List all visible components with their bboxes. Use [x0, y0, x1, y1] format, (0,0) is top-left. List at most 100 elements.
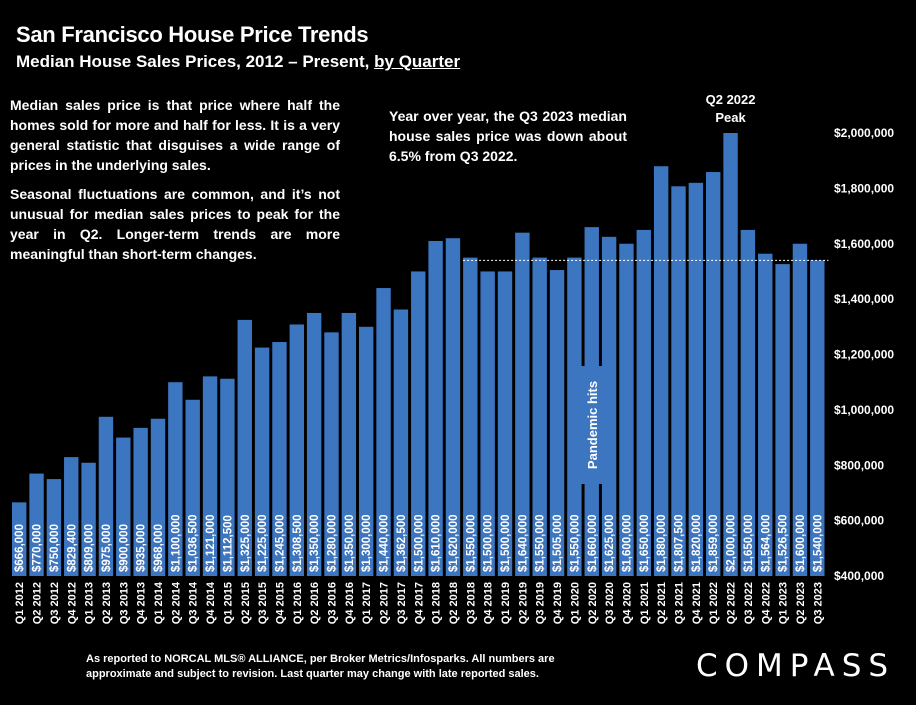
bar-data-label: $1,350,000	[344, 514, 356, 572]
bar-data-label: $829,400	[66, 524, 78, 572]
x-tick-label: Q1 2019	[500, 582, 512, 624]
bar	[324, 332, 339, 576]
bar	[150, 418, 166, 576]
bar-data-label: $900,000	[118, 524, 130, 572]
x-tick-label: Q1 2014	[153, 581, 165, 624]
bar	[254, 347, 270, 576]
bar-data-label: $1,440,000	[379, 514, 391, 572]
bar	[376, 288, 391, 576]
bar	[549, 270, 565, 576]
subtitle-link[interactable]: by Quarter	[374, 52, 461, 71]
bar	[532, 257, 547, 576]
y-tick-label: $1,400,000	[834, 292, 894, 306]
bar-data-label: $1,650,000	[743, 514, 755, 572]
subtitle-text: Median House Sales Prices, 2012 – Presen…	[16, 52, 375, 71]
bar-data-label: $2,000,000	[726, 514, 738, 572]
y-tick-label: $1,000,000	[834, 403, 894, 417]
x-tick-label: Q3 2014	[188, 581, 200, 624]
bar-data-label: $1,500,000	[413, 514, 425, 572]
bar-data-label: $1,620,000	[448, 514, 460, 572]
bar	[237, 319, 252, 576]
y-tick-label: $400,000	[834, 569, 884, 583]
x-tick-label: Q3 2016	[327, 582, 339, 624]
bar-data-label: $1,225,000	[257, 514, 269, 572]
bar	[758, 253, 773, 576]
bar-data-label: $1,550,000	[535, 514, 547, 572]
bar	[359, 326, 374, 576]
x-tick-label: Q2 2020	[587, 582, 599, 624]
x-tick-label: Q2 2013	[101, 582, 113, 624]
bar	[411, 271, 426, 576]
x-tick-label: Q4 2015	[274, 582, 286, 624]
y-tick-label: $1,600,000	[834, 237, 894, 251]
y-tick-label: $1,800,000	[834, 181, 894, 195]
bar	[133, 427, 148, 576]
bar	[272, 342, 287, 576]
yoy-note: Year over year, the Q3 2023 median house…	[385, 106, 631, 166]
x-tick-label: Q1 2016	[292, 582, 304, 624]
x-tick-label: Q2 2015	[240, 582, 252, 624]
x-tick-label: Q1 2021	[639, 582, 651, 624]
bar-data-label: $1,880,000	[656, 514, 668, 572]
median-definition-note: Median sales price is that price where h…	[10, 97, 340, 173]
x-tick-label: Q3 2023	[812, 582, 824, 624]
y-tick-label: $600,000	[834, 514, 884, 528]
bar-data-label: $1,500,000	[483, 514, 495, 572]
x-tick-label: Q3 2021	[674, 582, 686, 624]
seasonal-note: Seasonal fluctuations are common, and it…	[10, 186, 340, 262]
bar	[463, 257, 478, 576]
x-tick-label: Q2 2022	[726, 582, 738, 624]
bar-data-label: $809,000	[84, 524, 96, 572]
bar-data-label: $1,660,000	[587, 514, 599, 572]
bar	[202, 376, 218, 576]
peak-annotation-period: Q2 2022	[706, 92, 756, 107]
x-tick-label: Q2 2023	[795, 582, 807, 624]
bar	[445, 238, 461, 576]
bar	[220, 378, 235, 576]
bar-data-label: $1,610,000	[431, 514, 443, 572]
bar	[688, 182, 704, 576]
bar	[792, 243, 808, 576]
x-tick-label: Q2 2016	[309, 582, 321, 624]
source-footnote: As reported to NORCAL MLS® ALLIANCE, per…	[86, 653, 555, 680]
bar	[706, 172, 721, 576]
x-tick-label: Q1 2022	[708, 582, 720, 624]
bar	[29, 473, 44, 576]
chart-subtitle: Median House Sales Prices, 2012 – Presen…	[16, 52, 460, 72]
bar	[636, 229, 651, 576]
bar-data-label: $1,121,000	[205, 514, 217, 572]
x-tick-label: Q3 2019	[535, 582, 547, 624]
bar	[289, 324, 304, 576]
bar-data-label: $1,540,000	[812, 514, 824, 572]
bar	[775, 264, 790, 576]
x-tick-label: Q3 2015	[257, 582, 269, 624]
bar	[341, 312, 357, 576]
bar	[46, 479, 62, 576]
bar	[480, 271, 495, 576]
x-tick-label: Q4 2016	[344, 582, 356, 624]
x-tick-label: Q4 2021	[691, 582, 703, 624]
compass-logo: COMPASS	[696, 648, 896, 684]
x-tick-label: Q3 2018	[465, 582, 477, 624]
x-tick-label: Q2 2018	[448, 582, 460, 624]
x-tick-label: Q4 2014	[205, 581, 217, 624]
x-tick-label: Q2 2012	[32, 582, 44, 624]
bar	[740, 229, 756, 576]
bar-data-label: $1,640,000	[517, 514, 529, 572]
x-tick-label: Q4 2018	[483, 582, 495, 624]
bar-data-label: $975,000	[101, 524, 113, 572]
bar-data-label: $770,000	[32, 524, 44, 572]
bar-data-label: $1,505,000	[552, 514, 564, 572]
x-tick-label: Q2 2021	[656, 582, 668, 624]
bar-data-label: $1,550,000	[465, 514, 477, 572]
bar-data-label: $935,000	[136, 524, 148, 572]
bar	[567, 257, 582, 576]
bar-data-label: $1,550,000	[569, 514, 581, 572]
bar	[428, 240, 443, 576]
bar-data-label: $666,000	[14, 524, 26, 572]
x-tick-label: Q2 2017	[379, 582, 391, 624]
bar-data-label: $1,280,000	[327, 514, 339, 572]
bar-data-label: $968,000	[153, 524, 165, 572]
bar	[64, 457, 79, 576]
peak-annotation-label: Peak	[715, 110, 746, 125]
